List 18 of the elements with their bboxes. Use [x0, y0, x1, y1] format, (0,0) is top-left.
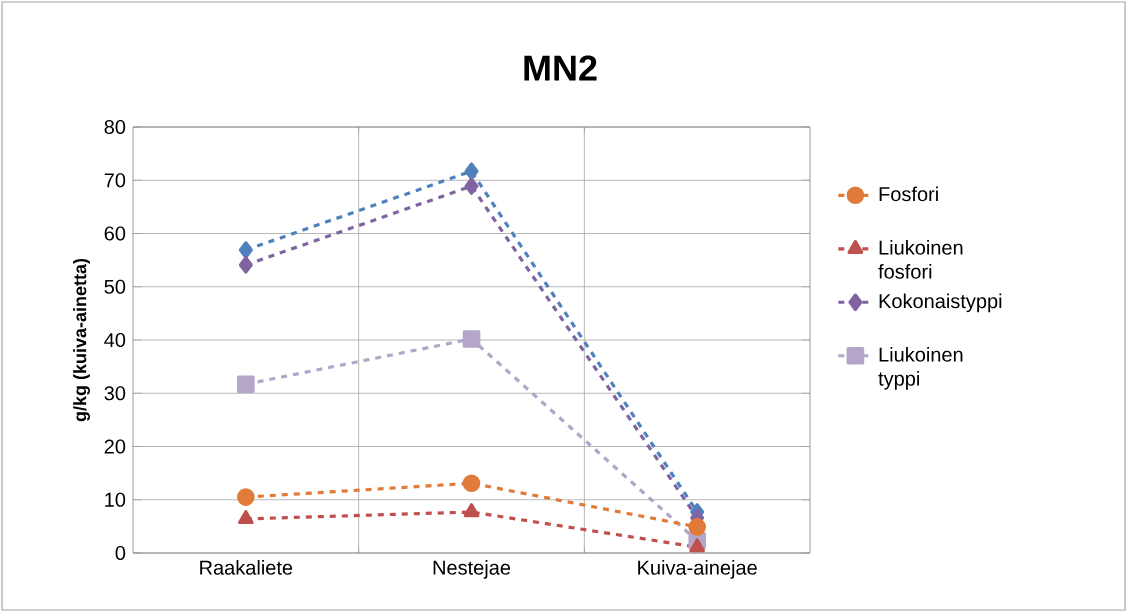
x-tick-label: Nestejae	[433, 560, 511, 579]
legend-label: Fosfori	[879, 186, 938, 202]
y-tick-label: 20	[104, 439, 126, 454]
chart-title: MN2	[524, 55, 597, 81]
x-tick-label: Kuiva-ainejae	[638, 560, 757, 579]
legend-label: Liukoinen fosfori	[878, 240, 963, 279]
y-tick-label: 70	[104, 173, 126, 188]
y-tick-label: 40	[104, 332, 126, 348]
legend-label: Liukoinen typpi	[878, 347, 963, 390]
y-tick-label: 60	[104, 226, 126, 241]
x-tick-label: Raakaliete	[200, 560, 293, 575]
legend-label: Kokonaistyppi	[879, 293, 1002, 313]
y-tick-label: 50	[104, 279, 126, 294]
y-axis-title: g/kg (kuiva-ainetta)	[73, 258, 90, 422]
y-tick-label: 80	[104, 119, 126, 135]
y-tick-label: 0	[115, 545, 126, 561]
y-tick-label: 10	[105, 492, 126, 507]
y-tick-label: 30	[104, 386, 126, 401]
